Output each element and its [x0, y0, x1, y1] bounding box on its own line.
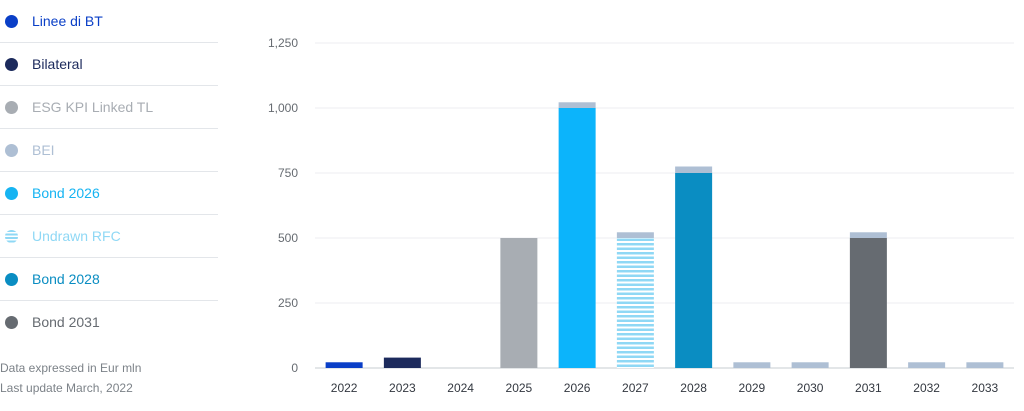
bar-2029-bei[interactable] — [733, 362, 771, 368]
legend-item-bond-2031[interactable]: Bond 2031 — [0, 301, 218, 343]
x-tick-label: 2023 — [389, 381, 416, 395]
legend-item-bond-2026[interactable]: Bond 2026 — [0, 172, 218, 215]
gridlines — [315, 42, 1014, 369]
legend-label: Bond 2026 — [32, 185, 100, 201]
bar-2032-bei[interactable] — [908, 362, 946, 368]
legend-item-bilateral[interactable]: Bilateral — [0, 43, 218, 86]
y-tick-label: 500 — [278, 231, 298, 245]
bar-2027-undrawn-rfc[interactable] — [616, 238, 654, 368]
bar-2033-bei[interactable] — [966, 362, 1004, 368]
legend-swatch — [5, 14, 18, 28]
x-tick-label: 2027 — [622, 381, 649, 395]
bar-2028-bei[interactable] — [675, 166, 713, 174]
x-tick-label: 2024 — [447, 381, 474, 395]
legend-label: BEI — [32, 142, 55, 158]
x-tick-label: 2022 — [331, 381, 358, 395]
legend-swatch — [5, 229, 18, 243]
legend-item-bei[interactable]: BEI — [0, 129, 218, 172]
bar-2031-bei[interactable] — [849, 232, 887, 238]
units-note: Data expressed in Eur mln — [0, 361, 142, 375]
bars — [325, 102, 1004, 368]
legend-swatch — [5, 186, 18, 200]
bar-2030-bei[interactable] — [791, 362, 829, 368]
legend-swatch — [5, 57, 18, 71]
y-tick-label: 0 — [291, 361, 298, 375]
y-tick-label: 750 — [278, 166, 298, 180]
x-tick-label: 2026 — [564, 381, 591, 395]
chart-notes: Data expressed in Eur mln Last update Ma… — [0, 358, 141, 398]
legend-item-linee-di-bt[interactable]: Linee di BT — [0, 0, 218, 43]
last-update-note: Last update March, 2022 — [0, 381, 133, 395]
bar-2022-linee-di-bt[interactable] — [325, 362, 363, 368]
legend-item-undrawn-rfc[interactable]: Undrawn RFC — [0, 215, 218, 258]
legend-swatch — [5, 272, 18, 286]
legend-label: Undrawn RFC — [32, 228, 121, 244]
bar-2027-bei[interactable] — [616, 232, 654, 238]
y-tick-label: 1,250 — [268, 36, 298, 50]
x-axis: 2022 2023 2024 2025 2026 2027 2028 2029 2030 2031… — [331, 381, 999, 395]
legend-swatch — [5, 100, 18, 114]
x-tick-label: 2030 — [797, 381, 824, 395]
bar-2023-bilateral[interactable] — [383, 357, 421, 368]
legend-item-esg-kpi-linked-tl[interactable]: ESG KPI Linked TL — [0, 86, 218, 129]
legend-label: ESG KPI Linked TL — [32, 99, 154, 115]
x-tick-label: 2029 — [739, 381, 766, 395]
legend-label: Linee di BT — [32, 13, 103, 29]
bar-2026-bond-2026[interactable] — [558, 108, 596, 368]
y-axis: 0 250 500 750 1,000 1,250 — [268, 36, 298, 375]
legend-label: Bond 2028 — [32, 271, 100, 287]
bar-2025-esg-kpi-linked-tl[interactable] — [500, 238, 538, 368]
legend-swatch — [5, 315, 18, 329]
bar-2026-bei[interactable] — [558, 102, 596, 108]
x-tick-label: 2031 — [855, 381, 882, 395]
legend: Linee di BT Bilateral ESG KPI Linked TL BEI… — [0, 0, 218, 343]
bar-2028-bond-2028[interactable] — [675, 173, 713, 368]
legend-label: Bilateral — [32, 56, 83, 72]
y-tick-label: 1,000 — [268, 101, 298, 115]
legend-swatch — [5, 143, 18, 157]
x-tick-label: 2032 — [913, 381, 940, 395]
x-tick-label: 2025 — [506, 381, 533, 395]
legend-item-bond-2028[interactable]: Bond 2028 — [0, 258, 218, 301]
y-tick-label: 250 — [278, 296, 298, 310]
bar-2031-bond-2031[interactable] — [849, 238, 887, 368]
legend-label: Bond 2031 — [32, 314, 100, 330]
x-tick-label: 2033 — [972, 381, 999, 395]
x-tick-label: 2028 — [680, 381, 707, 395]
